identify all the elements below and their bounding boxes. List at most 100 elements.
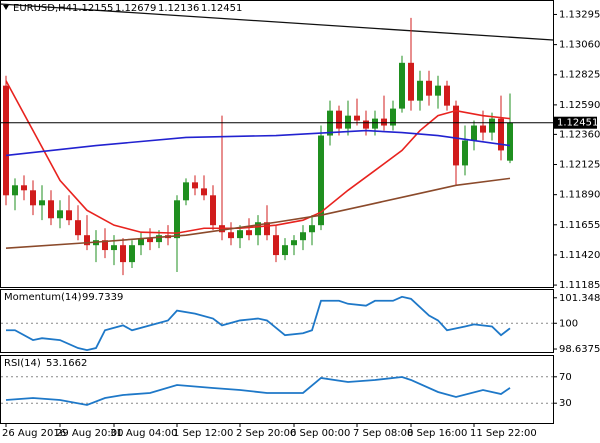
candle-body	[147, 238, 153, 243]
y-tick-label: 1.13295	[559, 9, 600, 20]
momentum-panel-frame	[0, 289, 554, 353]
y-tick-label: 1.11655	[559, 220, 600, 231]
candle-body	[255, 222, 261, 236]
rsi-value: 53.1662	[46, 358, 87, 369]
candle-body	[498, 118, 504, 151]
candle-body	[273, 235, 279, 256]
chart-title: EURUSD,H4	[13, 3, 72, 14]
candle-body	[3, 85, 9, 196]
candle-body	[66, 210, 72, 221]
candle-body	[309, 225, 315, 233]
y-tick-label: 1.13060	[559, 40, 600, 51]
candle-body	[471, 125, 477, 141]
trend-line	[0, 3, 554, 41]
candle-body	[183, 182, 189, 201]
candle-body	[354, 115, 360, 121]
y-tick-label: 1.11185	[559, 280, 600, 291]
main-panel-frame	[0, 0, 554, 288]
x-tick-label: 6 Sep 00:00	[290, 428, 350, 439]
candle-body	[291, 240, 297, 246]
candle-body	[228, 232, 234, 239]
candle-body	[138, 238, 144, 246]
candle-body	[372, 118, 378, 129]
header-high: 1.12679	[115, 3, 156, 14]
y-tick-label: 1.11420	[559, 250, 600, 261]
y-tick-label: 1.12125	[559, 160, 600, 171]
candle-body	[174, 200, 180, 239]
candle-body	[156, 235, 162, 243]
x-tick-label: 2 Sep 20:00	[236, 428, 296, 439]
candle-body	[300, 232, 306, 241]
candle-body	[345, 115, 351, 129]
momentum-value: 99.7339	[82, 292, 123, 303]
y-tick-label: 1.12825	[559, 70, 600, 81]
candle-body	[48, 200, 54, 219]
moving-average	[5, 80, 511, 234]
y-tick-label: 70	[559, 372, 572, 383]
candle-body	[444, 85, 450, 106]
candle-body	[489, 118, 495, 133]
x-tick-label: 31 Aug 04:00	[110, 428, 177, 439]
candle-body	[282, 245, 288, 256]
collapse-icon	[3, 5, 9, 10]
candle-body	[210, 195, 216, 226]
x-tick-label: 26 Aug 2016	[2, 428, 66, 439]
indicator-line	[6, 295, 511, 352]
y-tick-label: 1.12590	[559, 100, 600, 111]
y-tick-label: 101.3487	[559, 293, 600, 304]
candle-body	[417, 80, 423, 101]
y-tick-label: 98.6375	[559, 344, 600, 355]
rsi-panel-frame	[0, 355, 554, 424]
x-tick-label: 1 Sep 12:00	[173, 428, 233, 439]
indicator-line	[5, 376, 511, 406]
candle-body	[381, 118, 387, 126]
candle-body	[246, 230, 252, 236]
candle-body	[75, 220, 81, 236]
candle-body	[192, 182, 198, 189]
candle-body	[318, 135, 324, 226]
x-tick-label: 11 Sep 22:00	[470, 428, 537, 439]
candle-body	[21, 185, 27, 191]
candle-body	[363, 120, 369, 129]
candle-body	[201, 188, 207, 196]
candle-body	[264, 222, 270, 236]
x-tick-label: 7 Sep 08:00	[353, 428, 413, 439]
current-price-label: 1.12451	[557, 118, 598, 129]
moving-average	[5, 177, 511, 249]
momentum-title: Momentum(14)	[4, 292, 82, 303]
candle-body	[426, 80, 432, 96]
y-tick-label: 1.11890	[559, 190, 600, 201]
candle-body	[102, 240, 108, 251]
candle-body	[57, 210, 63, 219]
candle-body	[435, 85, 441, 96]
candle-body	[453, 105, 459, 166]
candle-body	[399, 62, 405, 109]
rsi-title: RSI(14)	[4, 358, 41, 369]
candle-body	[237, 230, 243, 239]
candle-body	[30, 190, 36, 206]
candle-body	[111, 245, 117, 251]
candle-body	[12, 185, 18, 196]
candle-body	[120, 245, 126, 263]
candle-body	[390, 108, 396, 126]
candle-body	[39, 200, 45, 206]
candle-body	[408, 62, 414, 101]
candle-body	[507, 122, 513, 161]
header-open: 1.12155	[72, 3, 113, 14]
x-tick-label: 8 Sep 16:00	[407, 428, 467, 439]
header-close: 1.12451	[201, 3, 242, 14]
x-tick-label: 29 Aug 20:00	[56, 428, 123, 439]
candle-body	[129, 245, 135, 263]
y-tick-label: 100	[559, 318, 578, 329]
current-price-box	[553, 116, 597, 129]
candle-body	[462, 140, 468, 166]
moving-average	[5, 129, 511, 157]
y-tick-label: 1.12360	[559, 129, 600, 140]
y-tick-label: 30	[559, 398, 572, 409]
candle-body	[84, 235, 90, 246]
candle-body	[336, 110, 342, 129]
header-low: 1.12136	[158, 3, 199, 14]
candle-body	[480, 125, 486, 133]
